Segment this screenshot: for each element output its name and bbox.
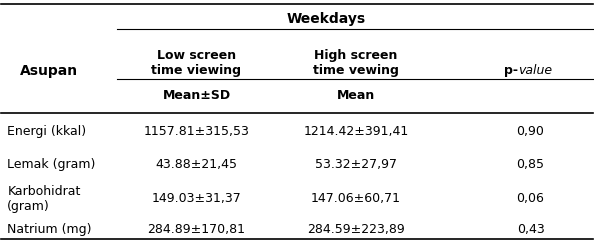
Text: Low screen
time viewing: Low screen time viewing [151,49,242,77]
Text: High screen
time vewing: High screen time vewing [313,49,399,77]
Text: 284.59±223,89: 284.59±223,89 [307,223,405,236]
Text: 1214.42±391,41: 1214.42±391,41 [304,125,409,138]
Text: Weekdays: Weekdays [287,12,366,26]
Text: Lemak (gram): Lemak (gram) [7,158,96,171]
Text: 0,90: 0,90 [517,125,545,138]
Text: 0,85: 0,85 [517,158,545,171]
Text: 1157.81±315,53: 1157.81±315,53 [144,125,249,138]
Text: Asupan: Asupan [20,64,78,78]
Text: Energi (kkal): Energi (kkal) [7,125,86,138]
Text: 43.88±21,45: 43.88±21,45 [156,158,238,171]
Text: 53.32±27,97: 53.32±27,97 [315,158,397,171]
Text: Karbohidrat
(gram): Karbohidrat (gram) [7,185,81,213]
Text: Mean: Mean [337,89,375,102]
Text: 149.03±31,37: 149.03±31,37 [151,192,241,205]
Text: 284.89±170,81: 284.89±170,81 [147,223,245,236]
Text: Natrium (mg): Natrium (mg) [7,223,92,236]
Text: 0,43: 0,43 [517,223,545,236]
Text: Mean±SD: Mean±SD [162,89,230,102]
Text: 0,06: 0,06 [517,192,545,205]
Text: p-: p- [504,64,518,77]
Text: value: value [518,64,552,77]
Text: 147.06±60,71: 147.06±60,71 [311,192,401,205]
